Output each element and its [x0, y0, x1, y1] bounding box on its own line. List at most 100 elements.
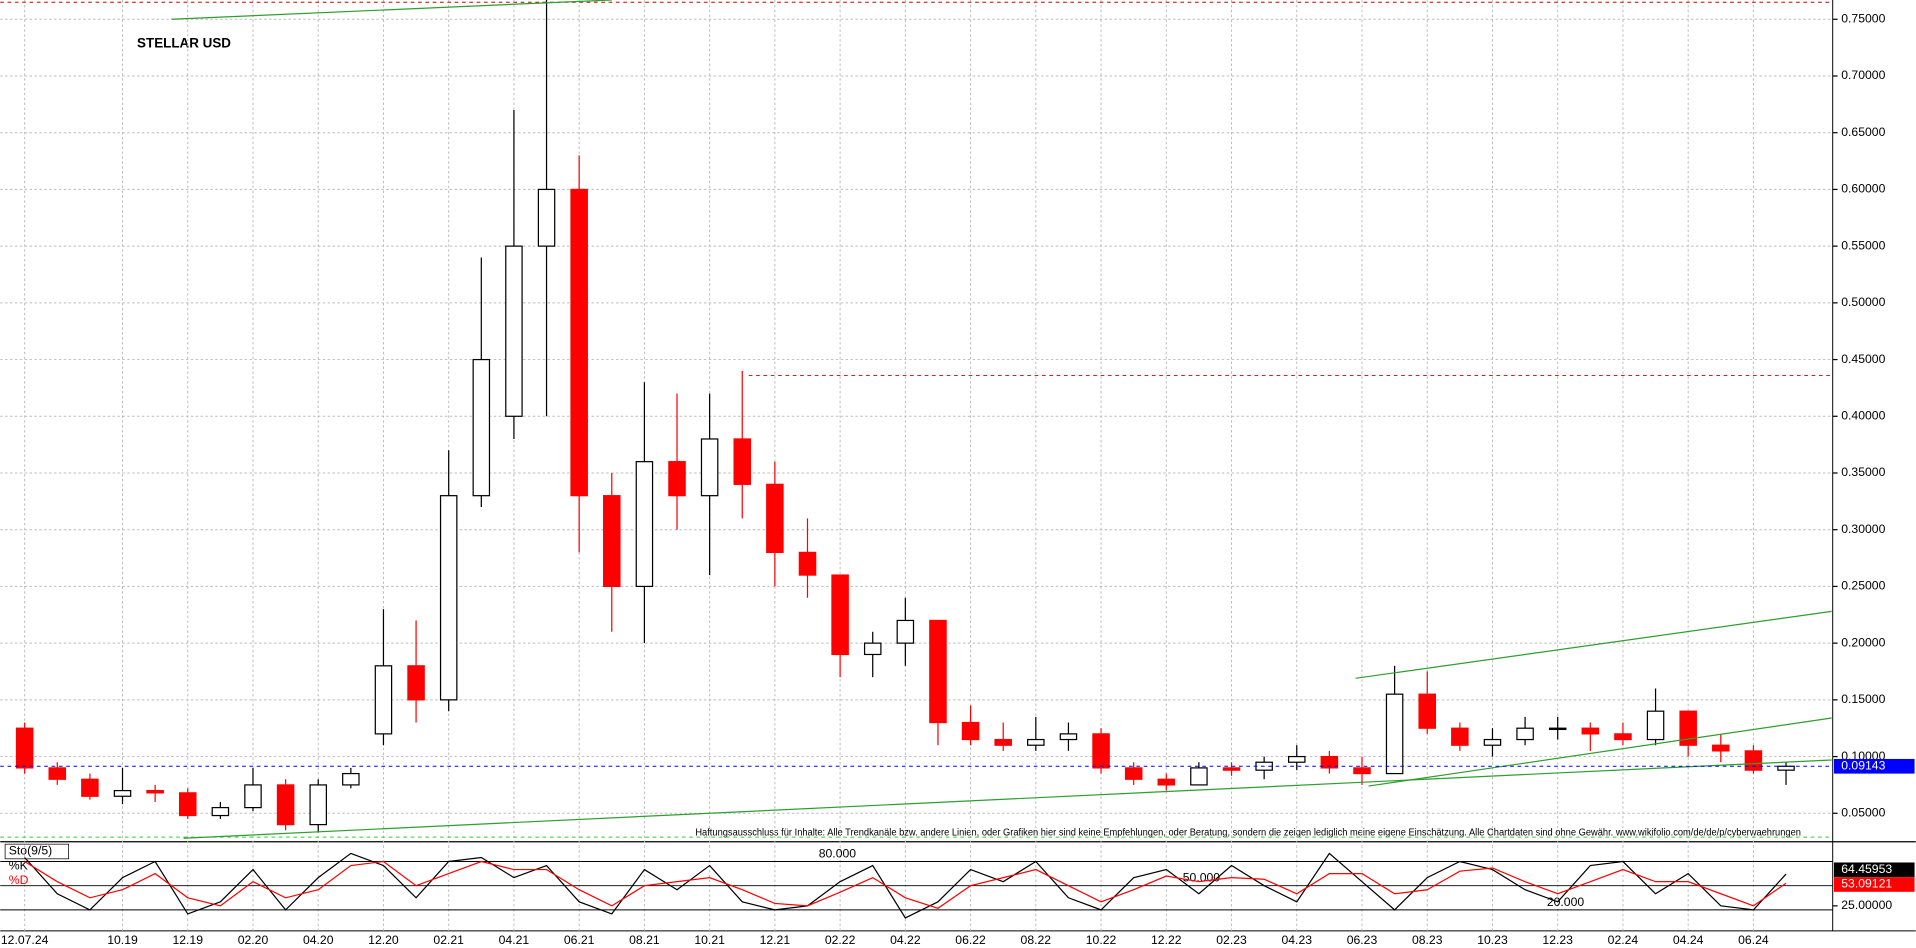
x-tick-label: 08.21 [629, 933, 660, 947]
x-tick-label: 12.21 [760, 933, 791, 947]
candle-body [994, 738, 1012, 746]
y-tick-label: 0.30000 [1841, 522, 1885, 536]
legend-entry: %K [9, 858, 28, 872]
x-tick-label: 10.23 [1477, 933, 1508, 947]
last-price-label: 0.09143 [1841, 758, 1885, 772]
candle-body [1451, 727, 1469, 746]
candle-body [244, 784, 262, 809]
x-tick-label: 04.20 [303, 933, 334, 947]
x-tick-label: 06.23 [1347, 933, 1378, 947]
candle-body [1581, 727, 1600, 735]
x-tick-label: 06.21 [564, 933, 595, 947]
x-tick-label: 04.24 [1673, 933, 1704, 947]
trend-line [171, 0, 612, 20]
candle-body [15, 727, 34, 769]
candle-body [1190, 767, 1208, 786]
y-tick-label: 0.35000 [1841, 465, 1885, 479]
y-tick-label: 0.25000 [1841, 579, 1885, 593]
candle-body [1418, 693, 1437, 729]
disclaimer: Haftungsausschluss für Inhalte: Alle Tre… [695, 828, 1801, 839]
candle-body [1614, 733, 1632, 741]
x-tick-label: 12.22 [1151, 933, 1182, 947]
indicator-box [4, 843, 70, 860]
level-label: 50.000 [1183, 871, 1221, 885]
x-tick-label: 12.07.24 [1, 933, 49, 947]
x-tick-label: 04.21 [499, 933, 530, 947]
candle-body [537, 188, 556, 247]
last-value-box [1833, 862, 1915, 878]
candle-body [1353, 767, 1371, 775]
x-tick-label: 08.22 [1021, 933, 1052, 947]
indicator-line [24, 860, 1787, 909]
x-tick-label: 02.22 [825, 933, 856, 947]
candle-body [472, 358, 491, 497]
candle-body [961, 721, 980, 741]
level-label: 80.000 [819, 846, 857, 860]
trend-line [1355, 610, 1832, 679]
candle-body [1027, 738, 1045, 746]
candle-body [929, 619, 947, 724]
y-tick-label: 0.20000 [1841, 635, 1885, 649]
candle-body [1287, 755, 1306, 763]
candle-body [798, 551, 817, 576]
x-tick-label: 02.23 [1216, 933, 1247, 947]
candle-body [146, 789, 164, 794]
x-tick-label: 06.24 [1738, 933, 1769, 947]
x-tick-label: 04.22 [890, 933, 921, 947]
candle-body [831, 574, 849, 656]
last-value-label: 64.45953 [1841, 862, 1892, 876]
candle-body [1744, 750, 1763, 771]
level-label: 20.000 [1547, 895, 1585, 909]
y-tick-label: 0.75000 [1841, 12, 1885, 26]
candle-body [113, 789, 132, 797]
x-tick-label: 04.23 [1281, 933, 1312, 947]
y-tick-label: 0.05000 [1841, 805, 1885, 819]
x-tick-label: 02.24 [1608, 933, 1639, 947]
y-tick-label: 0.55000 [1841, 238, 1885, 252]
last-value-box [1833, 877, 1915, 892]
candle-body [374, 665, 393, 735]
x-tick-label: 08.23 [1412, 933, 1443, 947]
candle-body [1124, 767, 1143, 780]
x-tick-label: 02.21 [433, 933, 464, 947]
x-tick-label: 06.22 [955, 933, 986, 947]
candle-body [1548, 727, 1567, 731]
candle-body [276, 784, 295, 826]
candle-body [1320, 755, 1339, 769]
y-tick-label: 0.50000 [1841, 295, 1885, 309]
candle-body [407, 665, 425, 701]
last-value-label: 53.09121 [1841, 877, 1892, 891]
y-tick-label: 0.65000 [1841, 125, 1885, 139]
candle-body [896, 619, 915, 644]
candle-body [1712, 744, 1730, 752]
candle-body [635, 461, 654, 588]
candle-body [570, 188, 588, 497]
candle-body [309, 784, 327, 826]
candle-body [766, 483, 784, 554]
indicator-title: Sto(9/5) [9, 844, 52, 858]
last-price-box [1833, 758, 1915, 774]
candle-body [863, 642, 882, 656]
candle-body [1157, 778, 1176, 786]
x-tick-label: 10.19 [107, 933, 138, 947]
x-tick-label: 02.20 [238, 933, 269, 947]
candle-body [505, 245, 523, 417]
candle-body [48, 767, 67, 780]
candle-body [668, 461, 686, 497]
candle-body [1516, 727, 1534, 741]
y-tick-label: 0.45000 [1841, 352, 1885, 366]
indicator-line [24, 852, 1787, 919]
x-tick-label: 12.19 [172, 933, 203, 947]
candle-body [1483, 738, 1502, 746]
y-tick-label: 25.00000 [1841, 898, 1892, 912]
chart-title: STELLAR USD [137, 36, 231, 51]
candle-body [1385, 693, 1404, 775]
y-tick-label: 0.60000 [1841, 182, 1885, 196]
candle-body [81, 778, 99, 797]
x-tick-label: 12.20 [368, 933, 399, 947]
x-tick-label: 12.23 [1542, 933, 1573, 947]
candle-body [603, 495, 621, 588]
candle-body [439, 495, 458, 701]
